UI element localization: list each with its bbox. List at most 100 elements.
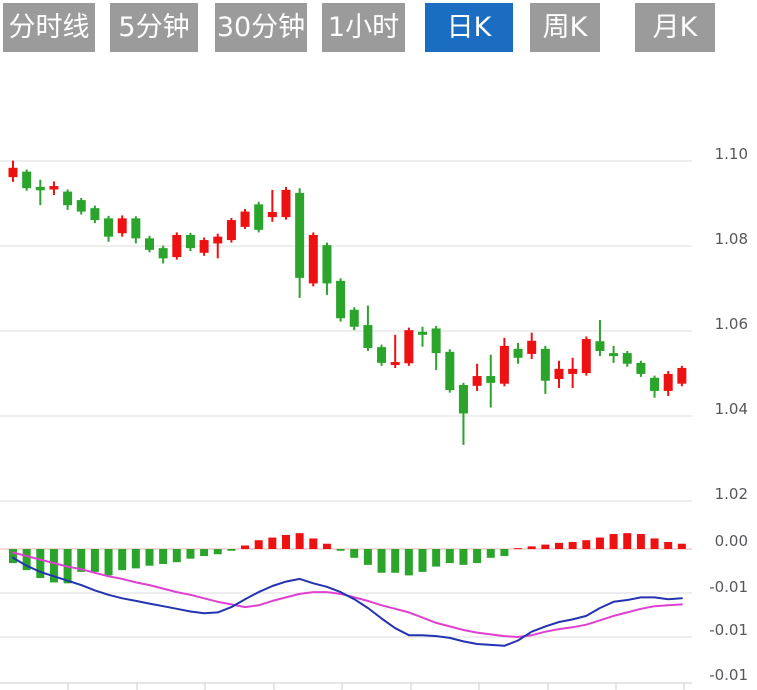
- candle-body: [254, 204, 264, 230]
- candle-body: [581, 339, 591, 374]
- price-axis-label: 1.04: [715, 400, 748, 418]
- candle-body: [49, 186, 59, 190]
- tab-1hour[interactable]: 1小时: [322, 3, 405, 52]
- candle-body: [622, 353, 632, 364]
- macd-bar: [391, 549, 400, 573]
- tab-daily-k[interactable]: 日K: [425, 3, 513, 52]
- macd-bar: [486, 549, 495, 558]
- price-axis-labels: 1.10 1.08 1.06 1.04 1.02: [715, 145, 748, 503]
- macd-bar: [131, 549, 140, 569]
- macd-bar: [227, 549, 236, 551]
- macd-bar: [514, 548, 523, 550]
- macd-gridlines: [0, 548, 692, 638]
- candle-body: [308, 234, 318, 284]
- tab-minute-line[interactable]: 分时线: [3, 3, 95, 52]
- candle-body: [404, 330, 414, 364]
- candle-body: [609, 353, 619, 357]
- tab-monthly-k[interactable]: 月K: [635, 3, 715, 52]
- candle-body: [199, 240, 209, 253]
- x-axis: [0, 682, 692, 690]
- candle-body: [363, 325, 373, 348]
- macd-bar: [241, 545, 250, 549]
- macd-bar: [350, 549, 359, 558]
- macd-bar: [500, 549, 509, 557]
- macd-bar: [527, 546, 536, 549]
- candle-body: [418, 331, 427, 335]
- candle-body: [486, 376, 496, 383]
- macd-bar: [159, 549, 168, 564]
- candle-body: [636, 362, 646, 374]
- macd-bar: [432, 549, 441, 567]
- timeframe-tabbar: 分时线 5分钟 30分钟 1小时 日K 周K 月K: [0, 0, 757, 55]
- macd-bar: [568, 541, 577, 549]
- candle-body: [22, 171, 32, 189]
- candle-body: [158, 248, 168, 259]
- macd-bar: [172, 549, 181, 563]
- macd-bar: [459, 549, 468, 565]
- macd-bar: [473, 549, 482, 564]
- price-gridlines: [0, 160, 692, 502]
- macd-bar: [623, 533, 632, 549]
- dif-line: [12, 556, 683, 647]
- candle-body: [650, 377, 660, 391]
- candle-body: [349, 309, 359, 327]
- macd-bar: [282, 534, 290, 549]
- macd-bar: [650, 538, 659, 549]
- tab-weekly-k[interactable]: 周K: [530, 3, 600, 52]
- candle-body: [554, 368, 564, 380]
- candle-body: [172, 234, 182, 258]
- macd-bar: [541, 544, 550, 549]
- macd-bar: [118, 549, 127, 571]
- macd-bar: [309, 538, 318, 549]
- macd-bar: [104, 549, 113, 576]
- macd-bar: [377, 549, 386, 573]
- price-axis-label: 1.06: [715, 315, 748, 333]
- macd-bar: [609, 534, 618, 549]
- candle-body: [226, 220, 236, 241]
- candle-body: [540, 348, 550, 381]
- macd-bar: [664, 541, 673, 549]
- macd-bar: [336, 549, 345, 551]
- macd-axis-label: -0.01: [709, 621, 748, 639]
- candle-body: [472, 376, 482, 386]
- candle-body: [458, 384, 468, 414]
- macd-bar: [9, 549, 17, 564]
- macd-axis-labels: 0.00 -0.01 -0.01 -0.01: [709, 532, 748, 684]
- candle-body: [117, 218, 127, 234]
- macd-bar: [200, 549, 209, 557]
- macd-bar: [595, 537, 604, 549]
- macd-bar: [555, 542, 563, 549]
- candle-body: [663, 373, 673, 391]
- macd-bar: [268, 537, 277, 549]
- candle-body: [295, 192, 305, 278]
- macd-bar: [363, 549, 372, 565]
- candle-body: [377, 347, 387, 363]
- candle-body: [499, 345, 509, 384]
- candle-body: [145, 238, 154, 250]
- macd-bar: [77, 549, 86, 572]
- macd-bar: [677, 543, 686, 549]
- candle-body: [213, 236, 223, 244]
- candle-body: [595, 341, 605, 351]
- macd-bar: [254, 540, 263, 549]
- candle-body: [185, 234, 195, 249]
- macd-bar: [418, 549, 427, 572]
- price-axis-label: 1.10: [715, 145, 748, 163]
- tab-5min[interactable]: 5分钟: [110, 3, 198, 52]
- candle-body: [131, 218, 141, 239]
- tab-30min[interactable]: 30分钟: [215, 3, 307, 52]
- macd-bar: [404, 549, 413, 576]
- price-axis-label: 1.02: [715, 485, 748, 503]
- macd-bar: [49, 549, 58, 583]
- macd-bar: [213, 549, 222, 555]
- candle-body: [267, 212, 277, 218]
- candle-body: [240, 211, 250, 227]
- candle-body: [431, 328, 441, 354]
- macd-axis-label: -0.01: [709, 578, 748, 596]
- macd-bar: [90, 549, 99, 572]
- candle-body: [90, 208, 100, 221]
- candle-body: [76, 200, 86, 212]
- candle-body: [35, 186, 45, 191]
- candle-body: [63, 191, 73, 206]
